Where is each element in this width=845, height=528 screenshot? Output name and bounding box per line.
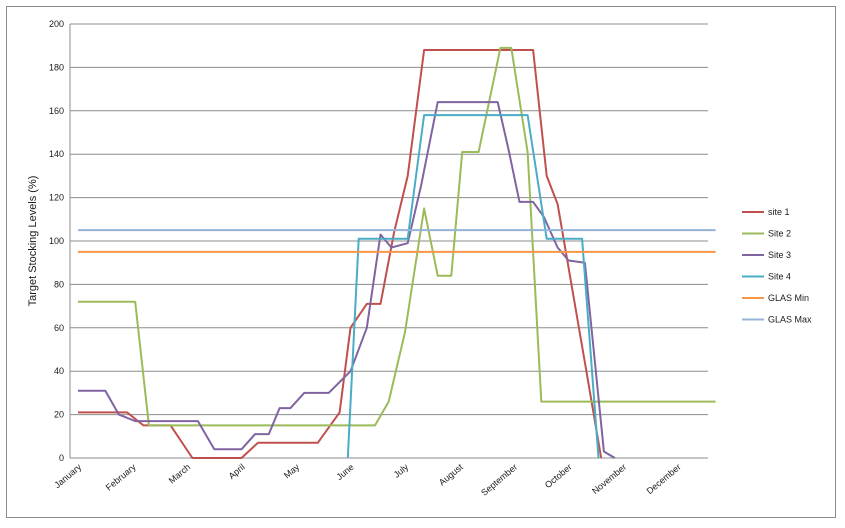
- legend: site 1 Site 2 Site 3 Site 4 GLAS Min GLAS Max: [742, 207, 812, 325]
- y-tick-label: 40: [54, 366, 64, 376]
- x-tick-label: September: [479, 462, 519, 498]
- series-line-site-1: [78, 49, 603, 459]
- series-lines: [78, 46, 716, 459]
- y-tick-label: 120: [49, 193, 64, 203]
- y-tick-label: 80: [54, 279, 64, 289]
- x-tick-label: December: [645, 462, 683, 496]
- legend-label: site 1: [768, 207, 790, 217]
- x-tick-label: June: [334, 462, 355, 482]
- y-axis-label: Target Stocking Levels (%): [27, 176, 39, 307]
- legend-label: GLAS Min: [768, 293, 809, 303]
- x-tick-label: July: [392, 462, 411, 480]
- y-axis-ticks: 0 20 40 60 80 100 120 140 160 180 200: [49, 19, 64, 463]
- y-tick-label: 200: [49, 19, 64, 29]
- x-tick-label: March: [167, 462, 193, 486]
- y-tick-label: 180: [49, 62, 64, 72]
- series-line-site-2: [78, 46, 716, 427]
- legend-label: Site 2: [768, 229, 791, 239]
- legend-label: GLAS Max: [768, 315, 812, 325]
- legend-label: Site 4: [768, 272, 791, 282]
- x-tick-label: May: [282, 462, 302, 481]
- x-tick-label: April: [227, 462, 247, 481]
- y-tick-label: 140: [49, 149, 64, 159]
- x-tick-label: February: [104, 462, 138, 493]
- y-tick-label: 160: [49, 106, 64, 116]
- grid-lines: [70, 23, 708, 459]
- x-tick-label: October: [543, 462, 574, 490]
- legend-label: Site 3: [768, 250, 791, 260]
- y-tick-label: 60: [54, 323, 64, 333]
- y-tick-label: 0: [59, 453, 64, 463]
- y-tick-label: 100: [49, 236, 64, 246]
- x-tick-label: August: [437, 462, 465, 488]
- x-axis-ticks: January February March April May June July Augu…: [52, 462, 682, 498]
- chart-frame: [6, 6, 836, 518]
- y-tick-label: 20: [54, 410, 64, 420]
- series-line-site-3: [78, 101, 616, 459]
- x-tick-label: January: [52, 462, 83, 491]
- series-line-site-4: [346, 114, 600, 459]
- x-tick-label: November: [590, 462, 628, 496]
